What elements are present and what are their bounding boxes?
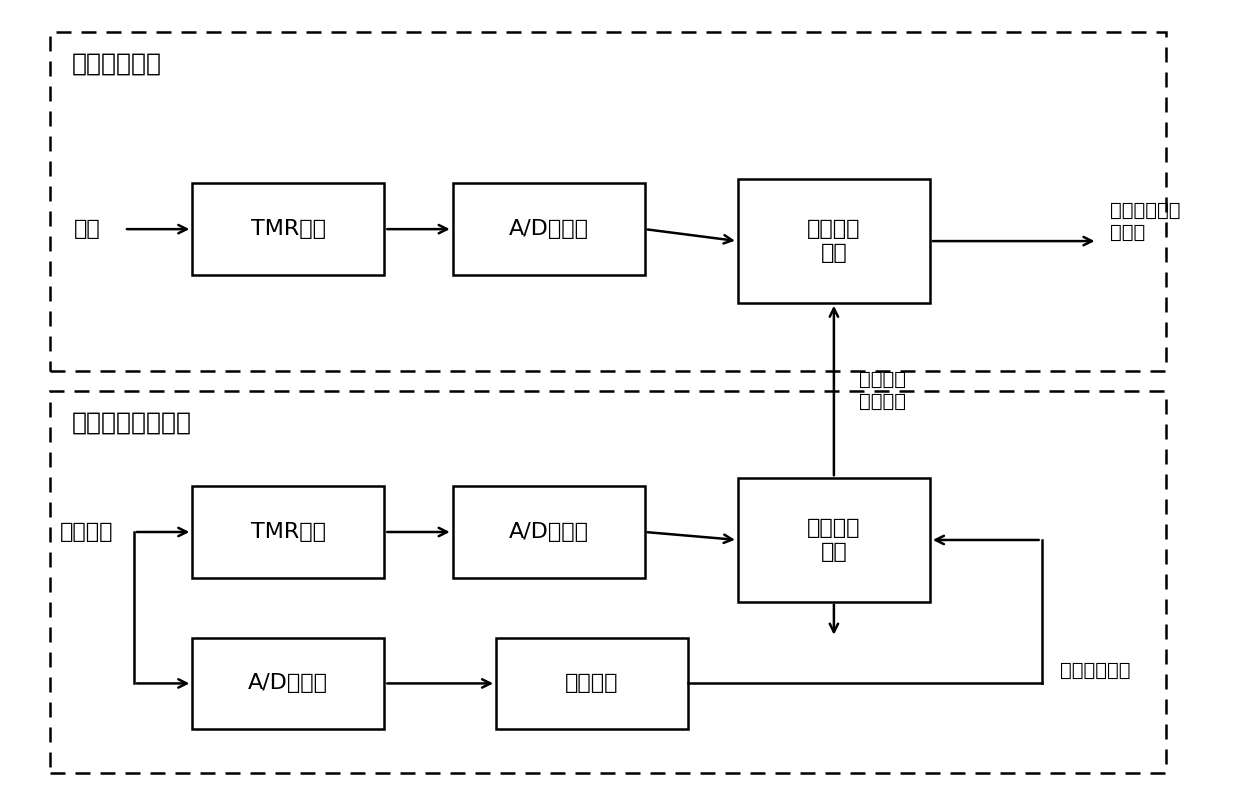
Bar — [192, 183, 384, 275]
Bar — [738, 179, 930, 303]
Text: 网络参数训练状态: 网络参数训练状态 — [72, 410, 192, 434]
Bar — [192, 486, 384, 578]
Text: A/D转换器: A/D转换器 — [248, 673, 329, 693]
Text: TMR器件: TMR器件 — [250, 522, 326, 542]
Text: 循环神经
网络: 循环神经 网络 — [807, 219, 861, 263]
Bar — [496, 638, 688, 729]
Bar — [738, 478, 930, 602]
Text: 正常运行状态: 正常运行状态 — [72, 52, 162, 76]
Text: 训练磁场: 训练磁场 — [60, 522, 114, 542]
Bar — [50, 32, 1166, 371]
Text: A/D转换器: A/D转换器 — [508, 522, 589, 542]
Text: A/D转换器: A/D转换器 — [508, 219, 589, 239]
Text: 训练好的
网络参数: 训练好的 网络参数 — [858, 370, 905, 411]
Text: 循环神经
网络: 循环神经 网络 — [807, 518, 861, 562]
Bar — [50, 391, 1166, 773]
Text: 磁场: 磁场 — [73, 219, 100, 239]
Bar — [192, 638, 384, 729]
Bar — [453, 486, 645, 578]
Text: 补偿后磁场测
量结果: 补偿后磁场测 量结果 — [1110, 201, 1180, 241]
Text: TMR器件: TMR器件 — [250, 219, 326, 239]
Text: 训练算法: 训练算法 — [565, 673, 619, 693]
Bar — [453, 183, 645, 275]
Text: 修正网络参数: 修正网络参数 — [1060, 661, 1131, 679]
